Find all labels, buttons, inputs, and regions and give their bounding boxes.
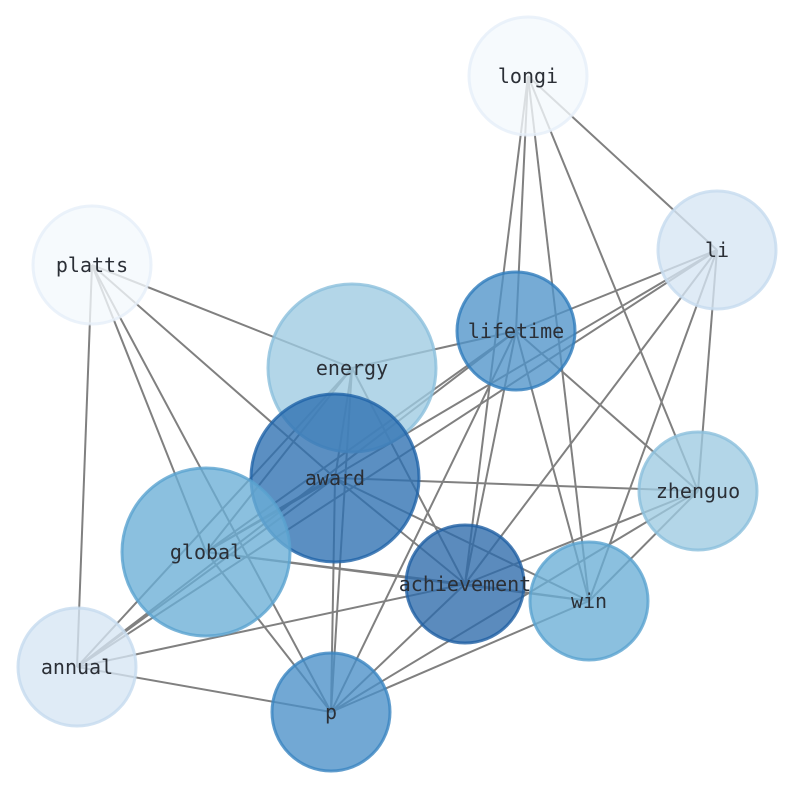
node-label: energy [316, 356, 388, 380]
edge-platts-annual [76, 264, 93, 668]
node-label: global [170, 540, 242, 564]
node-lifetime[interactable]: lifetime [455, 270, 577, 392]
edge-longi-zhenguo [527, 75, 699, 492]
node-label: award [305, 466, 365, 490]
node-label: li [705, 238, 729, 262]
node-win[interactable]: win [528, 540, 650, 662]
node-platts[interactable]: platts [31, 204, 153, 326]
node-longi[interactable]: longi [467, 15, 589, 137]
node-circle[interactable] [528, 540, 650, 662]
edge-li-achievement [464, 249, 718, 585]
node-label: longi [498, 64, 558, 88]
node-circle[interactable] [16, 606, 138, 728]
node-label: platts [56, 253, 128, 277]
node-circle[interactable] [404, 523, 526, 645]
node-label: lifetime [468, 319, 564, 343]
node-label: zhenguo [656, 479, 740, 503]
node-p[interactable]: p [270, 651, 392, 773]
node-global[interactable]: global [120, 466, 292, 638]
node-label: p [325, 700, 337, 724]
node-circle[interactable] [455, 270, 577, 392]
node-circle[interactable] [637, 430, 759, 552]
node-label: annual [41, 655, 113, 679]
node-li[interactable]: li [656, 189, 778, 311]
node-circle[interactable] [656, 189, 778, 311]
node-award[interactable]: award [249, 392, 421, 564]
node-annual[interactable]: annual [16, 606, 138, 728]
node-circle[interactable] [270, 651, 392, 773]
edge-achievement-annual [76, 583, 466, 668]
node-circle[interactable] [120, 466, 292, 638]
node-circle[interactable] [249, 392, 421, 564]
edge-li-win [588, 249, 718, 602]
node-circle[interactable] [31, 204, 153, 326]
node-zhenguo[interactable]: zhenguo [637, 430, 759, 552]
node-label: win [571, 589, 607, 613]
node-circle[interactable] [467, 15, 589, 137]
nodes-layer: longi li platts lifetime energy award zhenguo g… [16, 15, 778, 773]
node-achievement[interactable]: achievement [399, 523, 531, 645]
node-label: achievement [399, 572, 531, 596]
